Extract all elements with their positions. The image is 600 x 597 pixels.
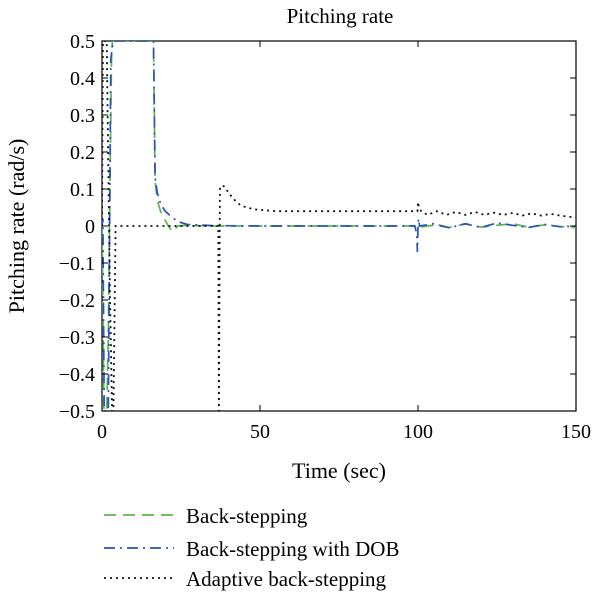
- y-tick-label: 0.2: [70, 142, 95, 164]
- y-tick-label: 0.4: [70, 68, 95, 90]
- y-tick-label: −0.5: [59, 401, 95, 423]
- y-tick-label: 0.5: [70, 31, 95, 53]
- x-tick-label: 0: [97, 421, 107, 443]
- x-tick-label: 150: [561, 421, 591, 443]
- legend: Back-stepping Back-stepping with DOB Adapt…: [104, 504, 399, 591]
- x-axis-label: Time (sec): [292, 458, 386, 483]
- legend-label-3: Adaptive back-stepping: [186, 567, 387, 591]
- series-line-3: [102, 41, 576, 411]
- legend-label-1: Back-stepping: [186, 504, 308, 528]
- chart-title: Pitching rate: [287, 4, 394, 28]
- legend-label-2: Back-stepping with DOB: [186, 537, 399, 561]
- y-tick-label: −0.3: [59, 327, 95, 349]
- series-line-2: [102, 41, 576, 411]
- y-tick-label: 0: [85, 216, 95, 238]
- y-tick-label: 0.3: [70, 105, 95, 127]
- x-tick-label: 100: [403, 421, 433, 443]
- y-tick-label: −0.2: [59, 290, 95, 312]
- x-tick-label: 50: [250, 421, 270, 443]
- y-tick-label: −0.4: [59, 364, 95, 386]
- y-tick-label: −0.1: [59, 253, 95, 275]
- plot-frame: [101, 40, 577, 412]
- plot-area: 0 50 100 150 0.5 0.4 0.3 0.2 0.1 0 −0.1 −0.2 −0.3 −0.…: [59, 31, 591, 443]
- y-axis-label: Pitching rate (rad/s): [4, 139, 29, 314]
- y-tick-label: 0.1: [70, 179, 95, 201]
